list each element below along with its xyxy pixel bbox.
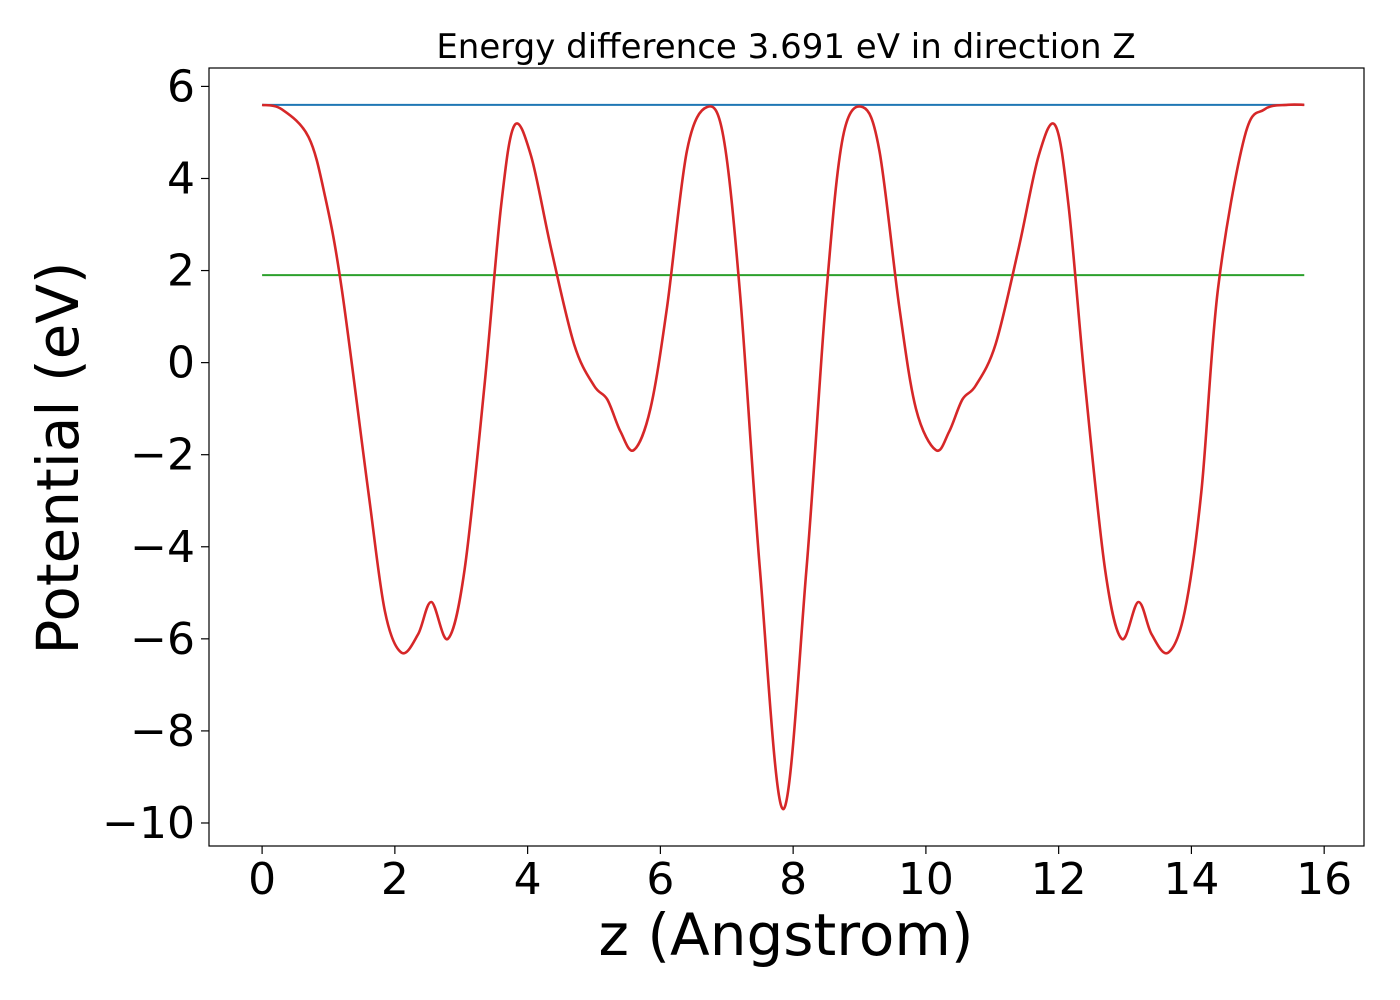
series-layer	[261, 103, 1305, 811]
x-tick-label: 0	[248, 854, 276, 905]
x-tick-label: 14	[1163, 854, 1219, 905]
x-tick-label: 8	[779, 854, 807, 905]
x-tick-label: 2	[381, 854, 409, 905]
y-tick-label: −4	[130, 522, 195, 573]
y-tick-label: 0	[167, 338, 195, 389]
x-axis-label: z (Angstrom)	[599, 901, 974, 969]
potential-curve	[261, 103, 1305, 811]
y-tick-label: −8	[130, 706, 195, 757]
chart-title: Energy difference 3.691 eV in direction …	[436, 27, 1135, 67]
x-tick-label: 10	[898, 854, 954, 905]
y-tick-label: −10	[102, 798, 195, 849]
y-tick-label: −6	[130, 614, 195, 665]
x-tick-label: 6	[646, 854, 674, 905]
y-axis-label: Potential (eV)	[24, 261, 92, 654]
y-tick-label: 6	[167, 61, 195, 112]
y-tick-label: 4	[167, 153, 195, 204]
x-tick-label: 12	[1031, 854, 1087, 905]
plot-area-frame	[208, 67, 1365, 847]
x-tick-label: 4	[514, 854, 542, 905]
y-tick-label: 2	[167, 246, 195, 297]
x-axis-ticks: 0 2 4 6 8 10 12 14 16	[248, 846, 1352, 905]
x-tick-label: 16	[1296, 854, 1352, 905]
y-axis-ticks: 6 4 2 0 −2 −4 −6 −8 −10	[102, 61, 209, 849]
y-tick-label: −2	[130, 430, 195, 481]
